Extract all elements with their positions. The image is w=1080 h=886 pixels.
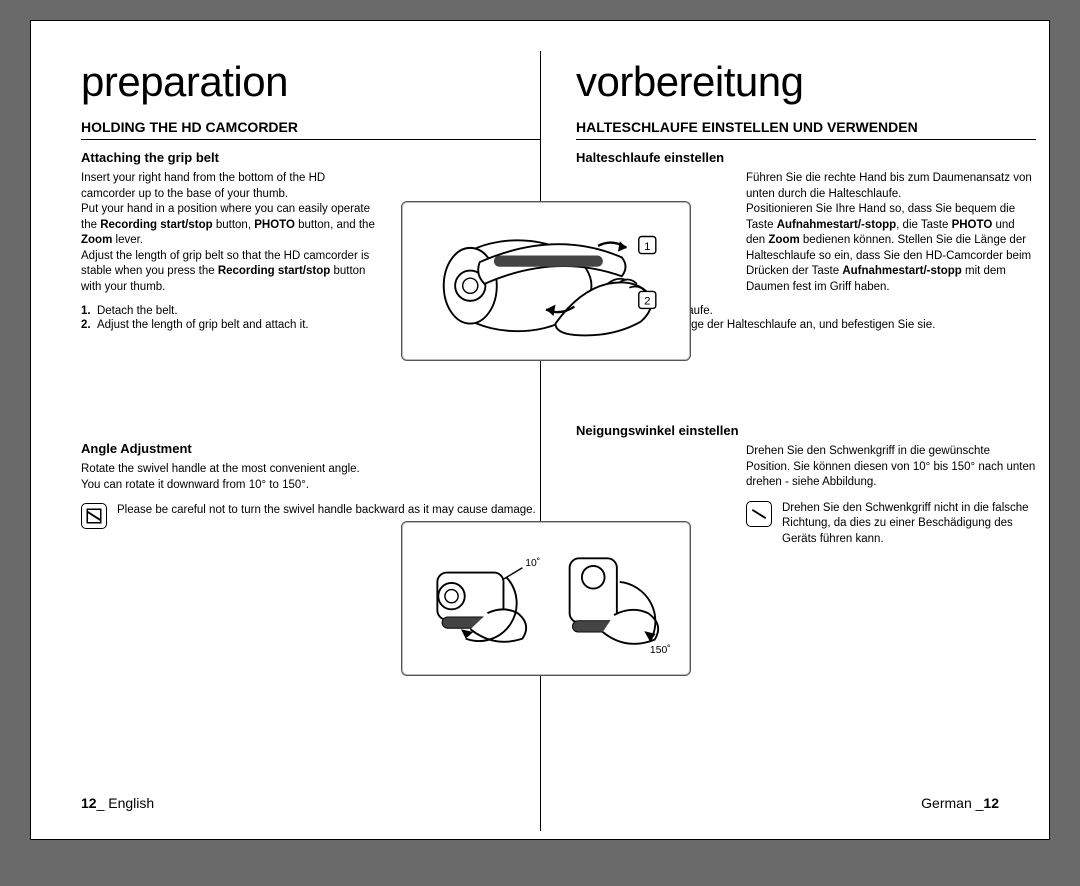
- manual-page: preparation HOLDING THE HD CAMCORDER Att…: [30, 20, 1050, 840]
- figure-angle-adjustment: 10˚ 150˚: [401, 521, 691, 676]
- page-title-en: preparation: [81, 61, 541, 103]
- section-heading-en: HOLDING THE HD CAMCORDER: [81, 119, 541, 140]
- footer-lang-de: German: [921, 795, 972, 811]
- note-text-de: Drehen Sie den Schwenkgriff nicht in die…: [782, 501, 1036, 548]
- footer-english: 12_ English: [81, 795, 154, 811]
- note-row-de: Drehen Sie den Schwenkgriff nicht in die…: [746, 501, 1036, 548]
- svg-text:150˚: 150˚: [650, 644, 671, 656]
- subheading-angle-de: Neigungswinkel einstellen: [576, 423, 1036, 438]
- footer-sep: _: [97, 795, 109, 811]
- section-heading-de: HALTESCHLAUFE EINSTELLEN UND VERWENDEN: [576, 119, 1036, 140]
- paragraph-angle-de: Drehen Sie den Schwenkgriff in die gewün…: [746, 444, 1036, 491]
- footer-german: German _12: [921, 795, 999, 811]
- footer-lang-en: English: [108, 795, 154, 811]
- svg-text:1: 1: [644, 241, 650, 253]
- page-number-de: 12: [983, 795, 999, 811]
- footer-sep: _: [972, 795, 984, 811]
- step-text: Detach the belt.: [97, 305, 178, 317]
- note-text-en: Please be careful not to turn the swivel…: [117, 503, 536, 519]
- figure-grip-belt: 1 2: [401, 201, 691, 361]
- note-icon: [746, 501, 772, 527]
- page-number-en: 12: [81, 795, 97, 811]
- page-title-de: vorbereitung: [576, 61, 1036, 103]
- subheading-angle-en: Angle Adjustment: [81, 441, 541, 456]
- step-text: Adjust the length of grip belt and attac…: [97, 319, 309, 331]
- section-angle-en: Angle Adjustment Rotate the swivel handl…: [81, 441, 541, 529]
- note-icon: [81, 503, 107, 529]
- subheading-grip-en: Attaching the grip belt: [81, 150, 541, 165]
- paragraph-angle-en: Rotate the swivel handle at the most con…: [81, 462, 381, 493]
- svg-text:10˚: 10˚: [525, 557, 540, 569]
- paragraph-grip-en: Insert your right hand from the bottom o…: [81, 171, 381, 295]
- svg-text:2: 2: [644, 296, 650, 308]
- subheading-grip-de: Halteschlaufe einstellen: [576, 150, 1036, 165]
- paragraph-grip-de: Führen Sie die rechte Hand bis zum Daume…: [746, 171, 1036, 295]
